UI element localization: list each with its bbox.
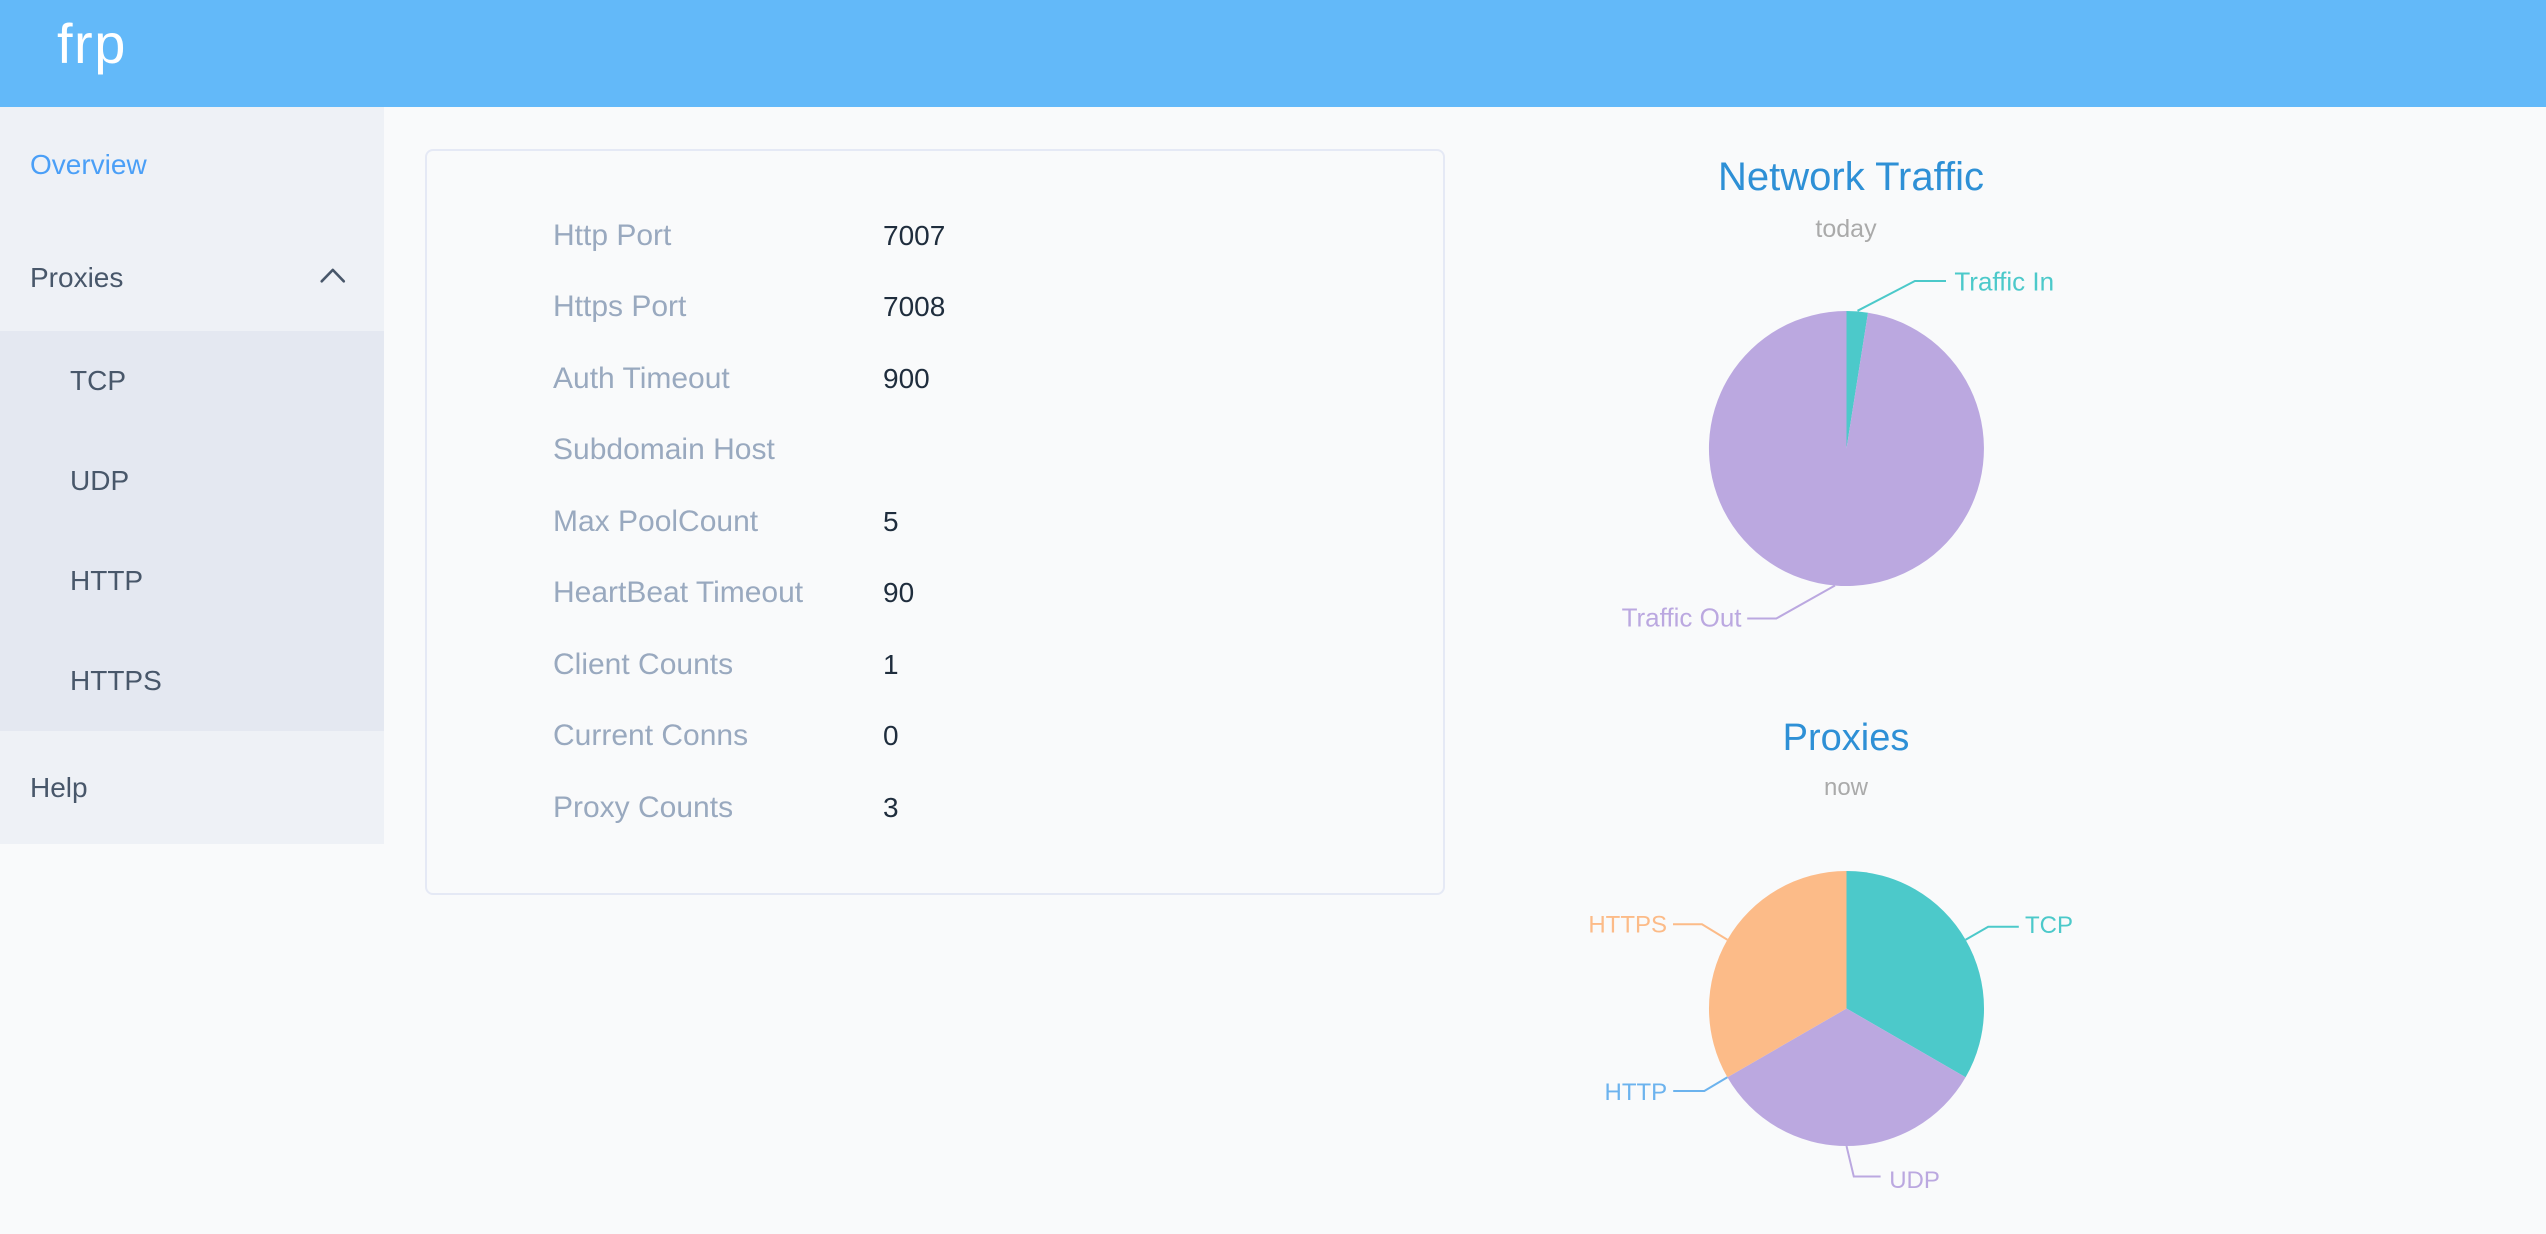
- svg-text:today: today: [1815, 215, 1877, 243]
- svg-text:UDP: UDP: [1889, 1167, 1940, 1194]
- svg-text:Proxies: Proxies: [1783, 717, 1910, 759]
- svg-text:Traffic In: Traffic In: [1954, 266, 2054, 296]
- svg-text:HTTP: HTTP: [1605, 1079, 1668, 1106]
- svg-text:TCP: TCP: [2025, 912, 2073, 939]
- svg-text:HTTPS: HTTPS: [1588, 911, 1667, 938]
- svg-text:Traffic Out: Traffic Out: [1622, 603, 1743, 633]
- svg-text:Network Traffic: Network Traffic: [1718, 155, 1984, 199]
- svg-text:now: now: [1824, 774, 1869, 801]
